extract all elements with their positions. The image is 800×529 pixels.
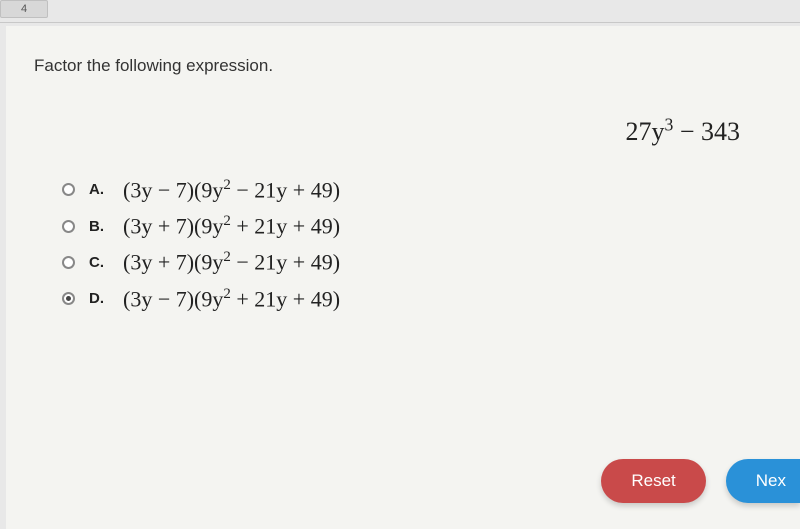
choice-row-a[interactable]: A. (3y − 7)(9y2 − 21y + 49) [62,177,800,203]
expression-area: 27y3 − 343 [34,114,800,147]
top-divider [0,22,800,23]
button-bar: Reset Nex [601,459,800,503]
radio-b[interactable] [62,220,75,233]
radio-c[interactable] [62,256,75,269]
choice-expression: (3y − 7)(9y2 − 21y + 49) [123,177,340,203]
radio-a[interactable] [62,183,75,196]
choice-expression: (3y + 7)(9y2 − 21y + 49) [123,249,340,275]
choice-row-b[interactable]: B. (3y + 7)(9y2 + 21y + 49) [62,213,800,239]
expression-to-factor: 27y3 − 343 [625,117,740,146]
question-number-tab: 4 [0,0,48,18]
answer-choice-list: A. (3y − 7)(9y2 − 21y + 49) B. (3y + 7)(… [62,177,800,312]
choice-expression: (3y − 7)(9y2 + 21y + 49) [123,286,340,312]
choice-letter: A. [89,181,109,198]
radio-d[interactable] [62,292,75,305]
choice-letter: D. [89,290,109,307]
choice-letter: C. [89,254,109,271]
choice-row-c[interactable]: C. (3y + 7)(9y2 − 21y + 49) [62,249,800,275]
choice-expression: (3y + 7)(9y2 + 21y + 49) [123,213,340,239]
question-card: Factor the following expression. 27y3 − … [6,26,800,529]
question-prompt: Factor the following expression. [34,56,800,76]
next-button[interactable]: Nex [726,459,800,503]
choice-letter: B. [89,218,109,235]
reset-button[interactable]: Reset [601,459,705,503]
choice-row-d[interactable]: D. (3y − 7)(9y2 + 21y + 49) [62,286,800,312]
